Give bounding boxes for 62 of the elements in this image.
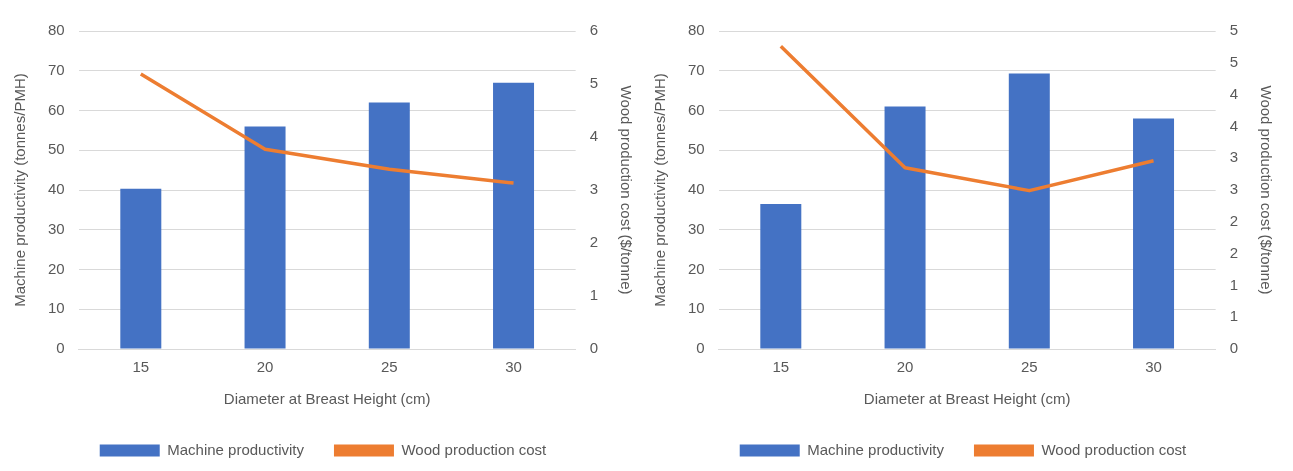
y-tick-label: 10 (688, 299, 705, 317)
x-tick-label: 30 (505, 358, 522, 376)
y2-tick-label: 2 (1229, 211, 1238, 229)
y-tick-label: 60 (48, 100, 65, 118)
y2-axis-title: Wood production cost ($/tonne) (617, 85, 635, 295)
y2-tick-label: 6 (589, 21, 598, 39)
y2-tick-label: 1 (1229, 307, 1238, 325)
y-tick-label: 50 (688, 140, 705, 158)
legend-label: Machine productivity (807, 440, 945, 458)
x-tick-label: 20 (896, 358, 914, 376)
y-tick-label: 50 (48, 140, 65, 158)
y2-tick-label: 1 (589, 286, 598, 304)
y2-tick-label: 1 (1229, 275, 1238, 293)
legend-label: Machine productivity (167, 440, 305, 458)
x-tick-label: 30 (1145, 358, 1162, 376)
legend-label: Wood production cost (1041, 440, 1188, 458)
bar (493, 82, 535, 349)
y-tick-label: 80 (688, 21, 705, 39)
y-tick-label: 30 (48, 219, 65, 237)
y2-tick-label: 4 (1229, 84, 1238, 102)
y2-tick-label: 0 (1229, 339, 1238, 357)
y2-axis-title: Wood production cost ($/tonne) (1257, 85, 1275, 295)
x-tick-label: 15 (772, 358, 790, 376)
bar (120, 188, 162, 349)
x-axis-title: Diameter at Breast Height (cm) (863, 390, 1071, 408)
y-tick-label: 0 (56, 339, 65, 357)
y2-tick-label: 3 (589, 180, 598, 198)
y2-tick-label: 2 (1229, 243, 1238, 261)
y-tick-label: 10 (48, 299, 65, 317)
y2-tick-label: 2 (589, 233, 598, 251)
x-tick-label: 25 (380, 358, 398, 376)
x-tick-label: 20 (256, 358, 274, 376)
y2-tick-label: 0 (589, 339, 598, 357)
y-tick-label: 70 (688, 60, 705, 78)
bar (368, 102, 410, 349)
y-tick-label: 70 (48, 60, 65, 78)
bar (884, 106, 926, 349)
x-tick-label: 25 (1020, 358, 1038, 376)
y2-tick-label: 3 (1229, 180, 1238, 198)
legend-label: Wood production cost (401, 440, 548, 458)
bar (1133, 118, 1175, 349)
y2-tick-label: 5 (1229, 21, 1238, 39)
y-tick-label: 0 (696, 339, 705, 357)
x-axis-title: Diameter at Breast Height (cm) (223, 390, 431, 408)
bar (244, 126, 286, 349)
y2-tick-label: 4 (589, 127, 598, 145)
x-tick-label: 15 (132, 358, 150, 376)
y-tick-label: 80 (48, 21, 65, 39)
y-tick-label: 40 (48, 180, 65, 198)
y-axis-title: Machine productivity (tonnes/PMH) (651, 73, 669, 307)
y-axis-title: Machine productivity (tonnes/PMH) (11, 73, 29, 307)
y2-tick-label: 5 (589, 74, 598, 92)
y2-tick-label: 4 (1229, 116, 1238, 134)
y2-tick-label: 3 (1229, 148, 1238, 166)
y-tick-label: 20 (688, 259, 705, 277)
bar (1008, 73, 1050, 349)
y2-tick-label: 5 (1229, 52, 1238, 70)
y-tick-label: 60 (688, 100, 705, 118)
y-tick-label: 20 (48, 259, 65, 277)
y-tick-label: 40 (688, 180, 705, 198)
bar (760, 203, 802, 349)
y-tick-label: 30 (688, 219, 705, 237)
